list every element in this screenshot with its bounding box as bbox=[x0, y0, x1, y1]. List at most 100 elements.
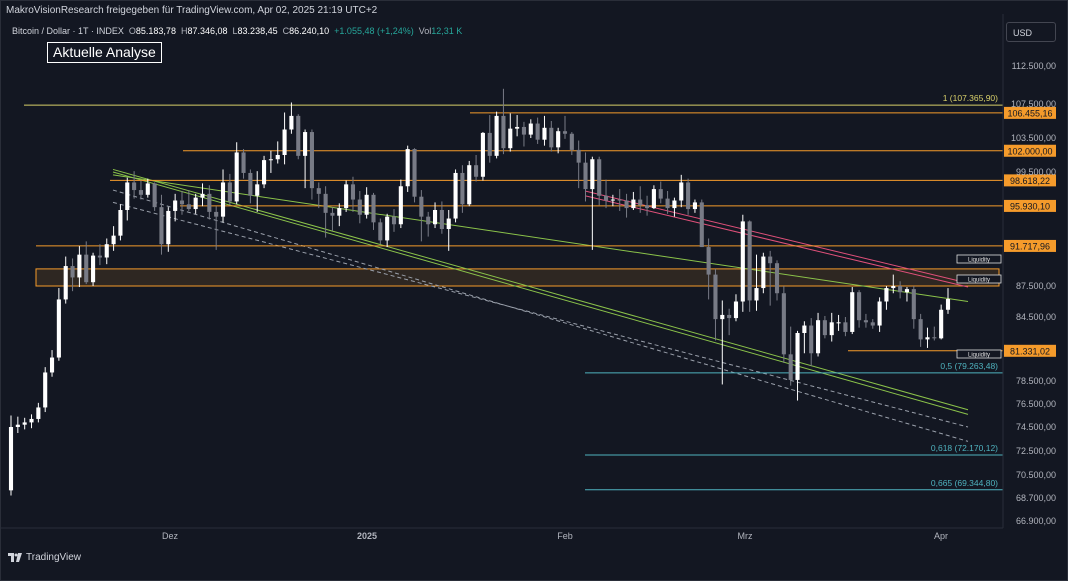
x-tick-label: Dez bbox=[162, 531, 179, 541]
candle-body bbox=[480, 132, 485, 177]
candle-body bbox=[904, 289, 910, 293]
candle-body bbox=[474, 165, 479, 177]
y-tick-label: 87.500,00 bbox=[1016, 281, 1056, 291]
candle-body bbox=[932, 337, 937, 339]
candle-body bbox=[761, 256, 766, 289]
candle-body bbox=[385, 216, 390, 241]
liquidity-marker bbox=[956, 274, 1002, 284]
change-value: +1.055,48 (+1,24%) bbox=[334, 26, 414, 36]
candle-body bbox=[323, 193, 328, 213]
candle-body bbox=[624, 200, 629, 209]
candle-body bbox=[275, 155, 280, 160]
dashed-trend-line-1 bbox=[112, 189, 969, 442]
candle-body bbox=[768, 256, 773, 264]
candle-body bbox=[562, 131, 568, 134]
candle-body bbox=[733, 301, 739, 319]
candle-body bbox=[754, 288, 759, 301]
candle-body bbox=[77, 254, 82, 278]
candle-body bbox=[569, 133, 574, 150]
candle-body bbox=[138, 190, 144, 195]
candle-body bbox=[262, 160, 267, 185]
close-label: C bbox=[282, 26, 290, 36]
candle-body bbox=[576, 149, 581, 163]
candle-body bbox=[303, 132, 308, 156]
candle-body bbox=[350, 184, 356, 200]
price-level-tag bbox=[1004, 174, 1056, 187]
low-label: L bbox=[232, 26, 238, 36]
candle-body bbox=[419, 196, 424, 217]
candle-body bbox=[309, 132, 314, 189]
liquidity-label: Liquidity bbox=[968, 353, 990, 359]
candle-body bbox=[193, 197, 198, 210]
candle-body bbox=[679, 182, 684, 201]
y-tick-label: 78.500,00 bbox=[1016, 376, 1056, 386]
symbol-name[interactable]: Bitcoin / Dollar · 1T · INDEX bbox=[12, 26, 124, 36]
candle-body bbox=[173, 200, 178, 211]
tradingview-logo-icon bbox=[8, 553, 22, 562]
candle-body bbox=[227, 182, 232, 202]
candle-body bbox=[617, 199, 622, 201]
channel-line-upper-1 bbox=[112, 174, 969, 302]
candle-body bbox=[508, 128, 513, 149]
dashed-trend-line-2 bbox=[112, 201, 969, 428]
candle-body bbox=[898, 286, 903, 293]
channel-line-lower-2 bbox=[112, 171, 969, 415]
channel-line-lower-1 bbox=[112, 168, 969, 411]
candle-body bbox=[857, 292, 862, 321]
price-level-tag-label: 102.000,00 bbox=[1007, 146, 1052, 156]
candle-body bbox=[651, 189, 656, 209]
candle-body bbox=[583, 162, 588, 190]
candle-body bbox=[699, 202, 704, 248]
candle-body bbox=[439, 210, 444, 229]
currency-button[interactable]: USD bbox=[1006, 22, 1056, 42]
candle-body bbox=[391, 216, 397, 225]
candle-body bbox=[747, 221, 752, 301]
candle-body bbox=[268, 159, 273, 161]
price-level-tag-label: 95.930,10 bbox=[1010, 201, 1050, 211]
candle-body bbox=[809, 325, 814, 354]
y-tick-label: 112.500,00 bbox=[1012, 61, 1056, 71]
volume-label: Vol bbox=[418, 26, 432, 36]
candle-body bbox=[214, 211, 219, 217]
candle-body bbox=[692, 202, 697, 210]
candle-body bbox=[658, 189, 663, 199]
candle-body bbox=[29, 418, 34, 423]
candle-body bbox=[781, 293, 786, 355]
candle-body bbox=[549, 127, 554, 148]
candle-body bbox=[125, 182, 130, 210]
candle-body bbox=[925, 337, 930, 340]
volume-value: 12,31 K bbox=[431, 26, 463, 36]
candle-body bbox=[296, 115, 301, 156]
candle-body bbox=[337, 208, 342, 216]
x-tick-label: Apr bbox=[934, 531, 948, 541]
candle-body bbox=[822, 320, 827, 336]
low-value: 83.238,45 bbox=[237, 26, 278, 36]
price-level-tag bbox=[1004, 199, 1056, 212]
x-tick-label: Feb bbox=[557, 531, 573, 541]
candle-body bbox=[405, 149, 410, 187]
candle-body bbox=[36, 407, 41, 419]
candle-body bbox=[248, 172, 253, 196]
candle-body bbox=[398, 186, 403, 225]
candle-body bbox=[220, 182, 226, 217]
tradingview-branding: TradingView bbox=[8, 552, 81, 563]
candle-body bbox=[727, 314, 732, 319]
candle-body bbox=[49, 357, 55, 373]
y-tick-label: 70.500,00 bbox=[1016, 470, 1056, 480]
candle-body bbox=[111, 235, 116, 245]
candle-body bbox=[487, 132, 492, 156]
y-tick-label: 72.500,00 bbox=[1016, 446, 1056, 456]
x-tick-label: Mrz bbox=[738, 531, 753, 541]
candle-body bbox=[686, 182, 691, 210]
high-value: 87.346,08 bbox=[187, 26, 228, 36]
y-tick-label: 66.900,00 bbox=[1016, 516, 1056, 526]
symbol-legend: Bitcoin / Dollar · 1T · INDEX O85.183,78… bbox=[12, 26, 462, 36]
candle-body bbox=[357, 199, 362, 215]
candle-body bbox=[939, 309, 944, 339]
annotation-title[interactable]: Aktuelle Analyse bbox=[47, 42, 162, 63]
price-level-tag bbox=[1004, 239, 1056, 252]
candle-body bbox=[432, 210, 438, 225]
candle-body bbox=[118, 210, 123, 236]
liquidity-marker bbox=[956, 349, 1002, 359]
